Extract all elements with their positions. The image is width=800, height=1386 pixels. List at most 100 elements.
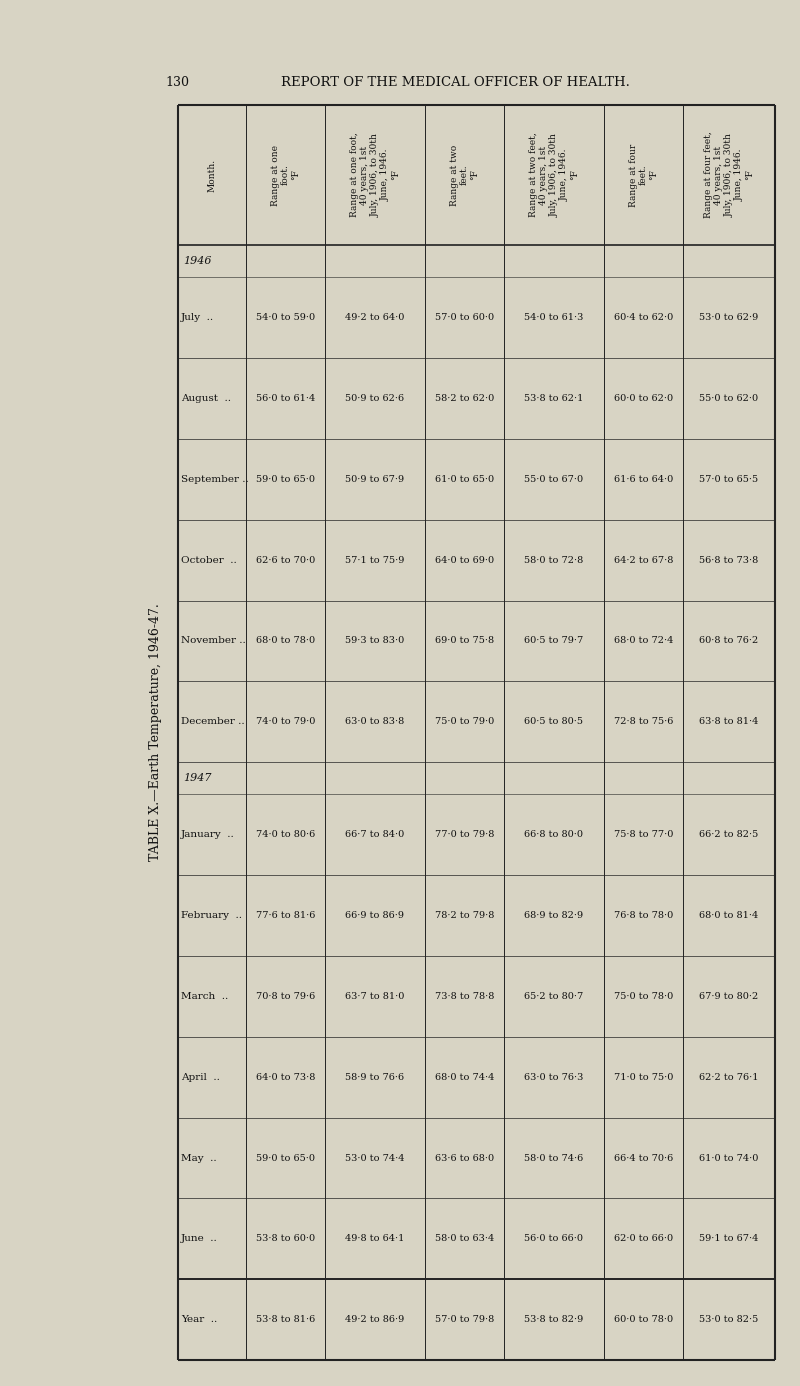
Text: 66·8 to 80·0: 66·8 to 80·0 — [525, 830, 583, 840]
Text: May  ..: May .. — [181, 1153, 217, 1163]
Text: 62·2 to 76·1: 62·2 to 76·1 — [699, 1073, 758, 1081]
Text: 60·0 to 78·0: 60·0 to 78·0 — [614, 1315, 673, 1324]
Text: 60·5 to 80·5: 60·5 to 80·5 — [525, 717, 583, 726]
Text: 63·6 to 68·0: 63·6 to 68·0 — [435, 1153, 494, 1163]
Text: 69·0 to 75·8: 69·0 to 75·8 — [435, 636, 494, 646]
Text: 58·2 to 62·0: 58·2 to 62·0 — [434, 394, 494, 403]
Text: 56·0 to 66·0: 56·0 to 66·0 — [525, 1235, 583, 1243]
Text: 53·8 to 81·6: 53·8 to 81·6 — [256, 1315, 315, 1324]
Text: 73·8 to 78·8: 73·8 to 78·8 — [434, 992, 494, 1001]
Text: 62·6 to 70·0: 62·6 to 70·0 — [256, 556, 315, 564]
Text: 53·8 to 60·0: 53·8 to 60·0 — [256, 1235, 315, 1243]
Text: 61·6 to 64·0: 61·6 to 64·0 — [614, 475, 673, 484]
Text: February  ..: February .. — [181, 911, 242, 920]
Text: October  ..: October .. — [181, 556, 237, 564]
Text: March  ..: March .. — [181, 992, 228, 1001]
Text: 61·0 to 74·0: 61·0 to 74·0 — [699, 1153, 758, 1163]
Text: 59·3 to 83·0: 59·3 to 83·0 — [346, 636, 405, 646]
Text: 54·0 to 59·0: 54·0 to 59·0 — [256, 313, 315, 322]
Text: 71·0 to 75·0: 71·0 to 75·0 — [614, 1073, 673, 1081]
Text: 49·2 to 64·0: 49·2 to 64·0 — [346, 313, 405, 322]
Text: 57·0 to 65·5: 57·0 to 65·5 — [699, 475, 758, 484]
Text: 64·2 to 67·8: 64·2 to 67·8 — [614, 556, 673, 564]
Text: 63·7 to 81·0: 63·7 to 81·0 — [346, 992, 405, 1001]
Text: 66·2 to 82·5: 66·2 to 82·5 — [699, 830, 758, 840]
Text: 75·0 to 79·0: 75·0 to 79·0 — [434, 717, 494, 726]
Text: 60·4 to 62·0: 60·4 to 62·0 — [614, 313, 673, 322]
Text: 60·8 to 76·2: 60·8 to 76·2 — [699, 636, 758, 646]
Text: 78·2 to 79·8: 78·2 to 79·8 — [434, 911, 494, 920]
Text: Month.: Month. — [207, 158, 216, 191]
Text: 72·8 to 75·6: 72·8 to 75·6 — [614, 717, 673, 726]
Text: 56·0 to 61·4: 56·0 to 61·4 — [256, 394, 315, 403]
Text: Range at four
feet.
°F: Range at four feet. °F — [629, 143, 658, 207]
Text: 53·0 to 62·9: 53·0 to 62·9 — [699, 313, 758, 322]
Text: 76·8 to 78·0: 76·8 to 78·0 — [614, 911, 673, 920]
Text: 58·0 to 74·6: 58·0 to 74·6 — [524, 1153, 583, 1163]
Text: 130: 130 — [165, 75, 189, 89]
Text: 77·6 to 81·6: 77·6 to 81·6 — [256, 911, 315, 920]
Text: 66·4 to 70·6: 66·4 to 70·6 — [614, 1153, 673, 1163]
Text: Year  ..: Year .. — [181, 1315, 218, 1324]
Text: January  ..: January .. — [181, 830, 234, 840]
Text: 53·8 to 62·1: 53·8 to 62·1 — [524, 394, 583, 403]
Text: 66·7 to 84·0: 66·7 to 84·0 — [346, 830, 405, 840]
Text: 53·0 to 74·4: 53·0 to 74·4 — [345, 1153, 405, 1163]
Text: 65·2 to 80·7: 65·2 to 80·7 — [524, 992, 583, 1001]
Text: 63·0 to 76·3: 63·0 to 76·3 — [524, 1073, 583, 1081]
Text: 1946: 1946 — [183, 256, 211, 266]
Text: 54·0 to 61·3: 54·0 to 61·3 — [524, 313, 583, 322]
Text: 77·0 to 79·8: 77·0 to 79·8 — [434, 830, 494, 840]
Text: 64·0 to 73·8: 64·0 to 73·8 — [256, 1073, 315, 1081]
Text: September ..: September .. — [181, 475, 249, 484]
Text: 70·8 to 79·6: 70·8 to 79·6 — [256, 992, 315, 1001]
Text: July  ..: July .. — [181, 313, 214, 322]
Text: 68·9 to 82·9: 68·9 to 82·9 — [524, 911, 583, 920]
Text: Range at one foot,
40 years, 1st
July, 1906, to 30th
June, 1946.
°F: Range at one foot, 40 years, 1st July, 1… — [350, 133, 400, 218]
Text: 58·9 to 76·6: 58·9 to 76·6 — [346, 1073, 405, 1081]
Text: 49·8 to 64·1: 49·8 to 64·1 — [346, 1235, 405, 1243]
Text: June  ..: June .. — [181, 1235, 218, 1243]
Text: 50·9 to 67·9: 50·9 to 67·9 — [346, 475, 405, 484]
Text: 61·0 to 65·0: 61·0 to 65·0 — [435, 475, 494, 484]
Text: Range at two feet,
40 years, 1st
July, 1906, to 30th
June, 1946.
°F: Range at two feet, 40 years, 1st July, 1… — [529, 133, 579, 218]
Text: 74·0 to 79·0: 74·0 to 79·0 — [256, 717, 315, 726]
Text: 58·0 to 72·8: 58·0 to 72·8 — [524, 556, 583, 564]
Text: 63·0 to 83·8: 63·0 to 83·8 — [346, 717, 405, 726]
Text: 57·1 to 75·9: 57·1 to 75·9 — [346, 556, 405, 564]
Text: 49·2 to 86·9: 49·2 to 86·9 — [346, 1315, 405, 1324]
Text: 68·0 to 78·0: 68·0 to 78·0 — [256, 636, 315, 646]
Text: Range at one
foot.
°F: Range at one foot. °F — [270, 144, 300, 205]
Text: 68·0 to 72·4: 68·0 to 72·4 — [614, 636, 673, 646]
Text: 53·0 to 82·5: 53·0 to 82·5 — [699, 1315, 758, 1324]
Text: 63·8 to 81·4: 63·8 to 81·4 — [699, 717, 758, 726]
Text: November ..: November .. — [181, 636, 246, 646]
Text: 64·0 to 69·0: 64·0 to 69·0 — [435, 556, 494, 564]
Text: 58·0 to 63·4: 58·0 to 63·4 — [434, 1235, 494, 1243]
Text: 1947: 1947 — [183, 773, 211, 783]
Text: 50·9 to 62·6: 50·9 to 62·6 — [346, 394, 405, 403]
Text: December ..: December .. — [181, 717, 245, 726]
Text: 55·0 to 67·0: 55·0 to 67·0 — [524, 475, 583, 484]
Text: 59·0 to 65·0: 59·0 to 65·0 — [256, 475, 315, 484]
Text: 60·5 to 79·7: 60·5 to 79·7 — [524, 636, 583, 646]
Text: 75·8 to 77·0: 75·8 to 77·0 — [614, 830, 673, 840]
Text: 59·1 to 67·4: 59·1 to 67·4 — [699, 1235, 758, 1243]
Text: 59·0 to 65·0: 59·0 to 65·0 — [256, 1153, 315, 1163]
Text: Range at two
feet.
°F: Range at two feet. °F — [450, 144, 479, 205]
Text: 57·0 to 79·8: 57·0 to 79·8 — [434, 1315, 494, 1324]
Text: 67·9 to 80·2: 67·9 to 80·2 — [699, 992, 758, 1001]
Text: Range at four feet,
40 years, 1st
July, 1906, to 30th
June, 1946.
°F: Range at four feet, 40 years, 1st July, … — [704, 132, 754, 219]
Text: 75·0 to 78·0: 75·0 to 78·0 — [614, 992, 673, 1001]
Text: 53·8 to 82·9: 53·8 to 82·9 — [524, 1315, 583, 1324]
Text: 68·0 to 81·4: 68·0 to 81·4 — [699, 911, 758, 920]
Text: August  ..: August .. — [181, 394, 231, 403]
Text: 68·0 to 74·4: 68·0 to 74·4 — [434, 1073, 494, 1081]
Text: April  ..: April .. — [181, 1073, 220, 1081]
Text: 66·9 to 86·9: 66·9 to 86·9 — [346, 911, 405, 920]
Text: 56·8 to 73·8: 56·8 to 73·8 — [699, 556, 758, 564]
Text: 60·0 to 62·0: 60·0 to 62·0 — [614, 394, 673, 403]
Text: 57·0 to 60·0: 57·0 to 60·0 — [435, 313, 494, 322]
Text: 55·0 to 62·0: 55·0 to 62·0 — [699, 394, 758, 403]
Text: TABLE X.—Earth Temperature, 1946-47.: TABLE X.—Earth Temperature, 1946-47. — [149, 604, 162, 861]
